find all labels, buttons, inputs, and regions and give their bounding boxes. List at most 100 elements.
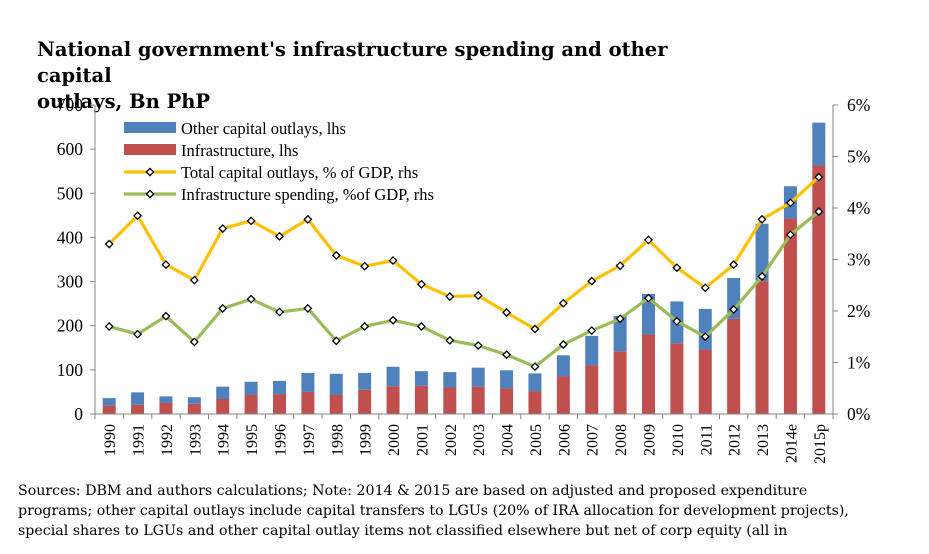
infrastructure-spending-marker xyxy=(785,230,795,240)
total-capital-outlays-marker xyxy=(445,292,455,302)
bar-infrastructure xyxy=(783,218,797,414)
infrastructure-spending-marker xyxy=(331,336,341,346)
x-tick-label: 2004 xyxy=(500,424,517,456)
bar-infrastructure xyxy=(244,395,258,414)
x-tick-label: 2002 xyxy=(443,424,460,456)
legend-swatch xyxy=(124,144,176,155)
infrastructure-spending-marker xyxy=(672,316,682,326)
left-tick-label: 600 xyxy=(57,139,84,159)
source-note-line: special shares to LGUs and other capital… xyxy=(18,523,788,539)
total-capital-outlays-marker xyxy=(189,275,199,285)
infrastructure-spending-marker xyxy=(530,362,540,372)
legend-label: Other capital outlays, lhs xyxy=(181,119,346,138)
total-capital-outlays-marker xyxy=(558,298,568,308)
total-capital-outlays-marker xyxy=(785,198,795,208)
bar-other-capital-outlays xyxy=(585,335,599,366)
bar-infrastructure xyxy=(727,318,741,414)
total-capital-outlays-marker xyxy=(161,260,171,270)
legend-label: Infrastructure, lhs xyxy=(181,141,298,160)
left-tick-label: 700 xyxy=(57,95,84,115)
chart-title-line: National government's infrastructure spe… xyxy=(37,38,668,87)
infrastructure-spending-marker xyxy=(388,315,398,325)
right-tick-label: 4% xyxy=(847,198,870,218)
infrastructure-spending-marker xyxy=(246,294,256,304)
bar-infrastructure xyxy=(273,394,286,414)
right-tick-label: 0% xyxy=(847,404,870,424)
total-capital-outlays-marker xyxy=(502,308,512,318)
total-capital-outlays-marker xyxy=(473,291,483,301)
x-tick-label: 2014e xyxy=(783,424,800,463)
infrastructure-spending-marker xyxy=(587,326,597,336)
total-capital-outlays-marker xyxy=(303,214,313,224)
x-tick-label: 1994 xyxy=(216,424,233,456)
total-capital-outlays-marker xyxy=(104,239,114,249)
source-note-line: programs; other capital outlays include … xyxy=(18,503,849,519)
bar-other-capital-outlays xyxy=(642,293,655,335)
bar-infrastructure xyxy=(386,386,400,414)
bar-other-capital-outlays xyxy=(528,373,542,392)
x-tick-label: 2000 xyxy=(386,424,403,456)
bar-infrastructure xyxy=(443,387,457,414)
bar-infrastructure xyxy=(414,385,428,414)
left-tick-label: 500 xyxy=(57,183,84,203)
total-capital-outlays-marker xyxy=(814,172,824,182)
left-tick-label: 300 xyxy=(57,272,84,292)
bar-infrastructure xyxy=(642,334,655,414)
infrastructure-spending-marker xyxy=(473,340,483,351)
x-tick-label: 1992 xyxy=(159,424,176,456)
bar-other-capital-outlays xyxy=(414,371,428,386)
bar-other-capital-outlays xyxy=(244,381,258,396)
infrastructure-spending-marker xyxy=(615,314,625,324)
x-tick-label: 2010 xyxy=(670,424,687,456)
chart-title-line: outlays, Bn PhP xyxy=(37,90,211,113)
x-tick-label: 1998 xyxy=(329,424,346,456)
legend-marker xyxy=(145,167,155,177)
x-tick-label: 2006 xyxy=(556,424,573,456)
bar-infrastructure xyxy=(755,281,769,414)
bar-infrastructure xyxy=(301,391,315,414)
right-tick-label: 6% xyxy=(847,95,870,115)
bar-other-capital-outlays xyxy=(216,386,230,399)
line-layer xyxy=(104,172,824,372)
x-tick-label: 1999 xyxy=(358,424,375,456)
bar-infrastructure xyxy=(613,351,627,414)
bar-other-capital-outlays xyxy=(187,397,201,404)
bar-infrastructure xyxy=(471,386,485,414)
bar-other-capital-outlays xyxy=(556,355,570,377)
x-tick-label: 1997 xyxy=(301,424,318,456)
total-capital-outlays-marker xyxy=(360,261,370,271)
left-tick-label: 0 xyxy=(74,404,83,424)
bar-infrastructure xyxy=(131,404,145,414)
bar-other-capital-outlays xyxy=(386,366,400,387)
infrastructure-spending-marker xyxy=(360,321,370,331)
total-capital-outlays-marker xyxy=(246,216,256,226)
bar-other-capital-outlays xyxy=(755,223,769,282)
source-note: Sources: DBM and authors calculations; N… xyxy=(18,481,918,541)
bar-infrastructure xyxy=(329,395,343,414)
bar-infrastructure xyxy=(216,398,230,414)
infrastructure-spending-marker xyxy=(757,271,767,282)
bar-other-capital-outlays xyxy=(443,372,457,388)
x-tick-label: 1993 xyxy=(187,424,204,456)
right-tick-label: 1% xyxy=(847,353,870,373)
x-tick-label: 2005 xyxy=(528,424,545,456)
x-tick-label: 2009 xyxy=(642,424,659,456)
total-capital-outlays-marker xyxy=(133,211,143,221)
infrastructure-spending-marker xyxy=(558,339,568,349)
chart-plot: 0 100 200 300 400 500 600 700 0% 1% 2% 3% 4% 5% 6% 1990… xyxy=(57,95,871,464)
right-tick-label: 2% xyxy=(847,301,870,321)
x-tick-label: 2008 xyxy=(613,424,630,456)
bar-other-capital-outlays xyxy=(812,122,826,166)
chart-title: National government's infrastructure spe… xyxy=(37,37,737,115)
bar-infrastructure xyxy=(500,388,514,414)
infrastructure-spending-marker xyxy=(161,311,171,321)
infrastructure-spending-marker xyxy=(814,207,824,217)
bar-other-capital-outlays xyxy=(159,396,173,403)
infrastructure-spending-marker xyxy=(502,350,512,360)
infrastructure-spending-marker xyxy=(416,321,426,331)
legend-swatch xyxy=(124,122,176,133)
infrastructure-spending-marker xyxy=(643,293,654,303)
left-tick-label: 100 xyxy=(57,360,84,380)
infrastructure-spending-marker xyxy=(729,304,739,314)
infrastructure-spending-marker xyxy=(445,335,455,345)
